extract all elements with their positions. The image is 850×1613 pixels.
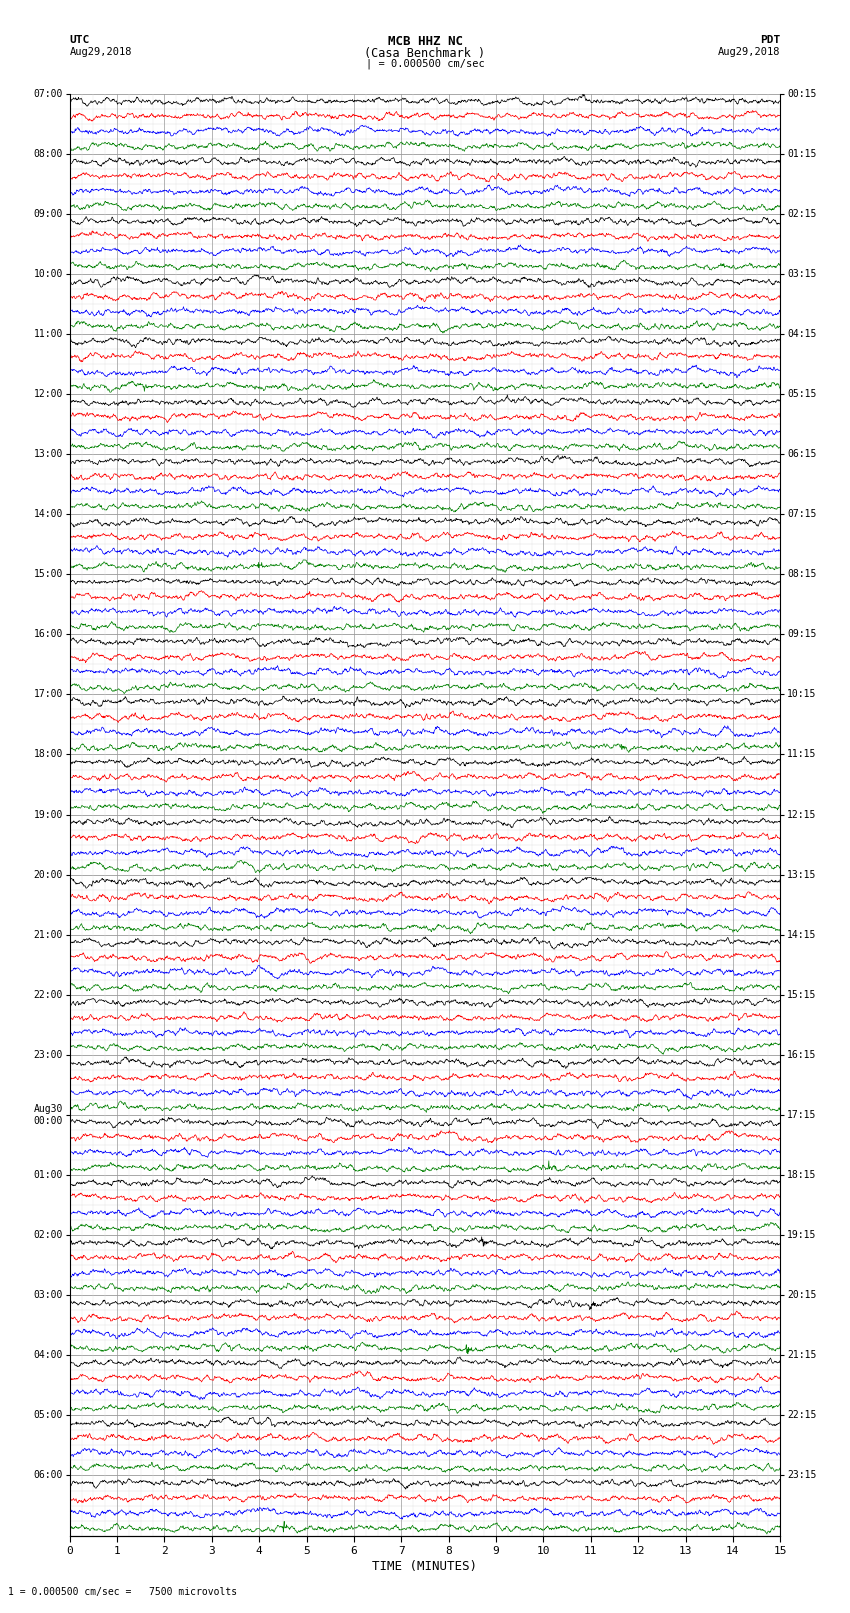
Text: 1 = 0.000500 cm/sec =   7500 microvolts: 1 = 0.000500 cm/sec = 7500 microvolts — [8, 1587, 238, 1597]
Text: MCB HHZ NC: MCB HHZ NC — [388, 35, 462, 48]
Text: UTC: UTC — [70, 35, 90, 45]
Text: | = 0.000500 cm/sec: | = 0.000500 cm/sec — [366, 58, 484, 69]
X-axis label: TIME (MINUTES): TIME (MINUTES) — [372, 1560, 478, 1573]
Text: Aug29,2018: Aug29,2018 — [717, 47, 780, 56]
Text: Aug29,2018: Aug29,2018 — [70, 47, 133, 56]
Text: (Casa Benchmark ): (Casa Benchmark ) — [365, 47, 485, 60]
Text: PDT: PDT — [760, 35, 780, 45]
